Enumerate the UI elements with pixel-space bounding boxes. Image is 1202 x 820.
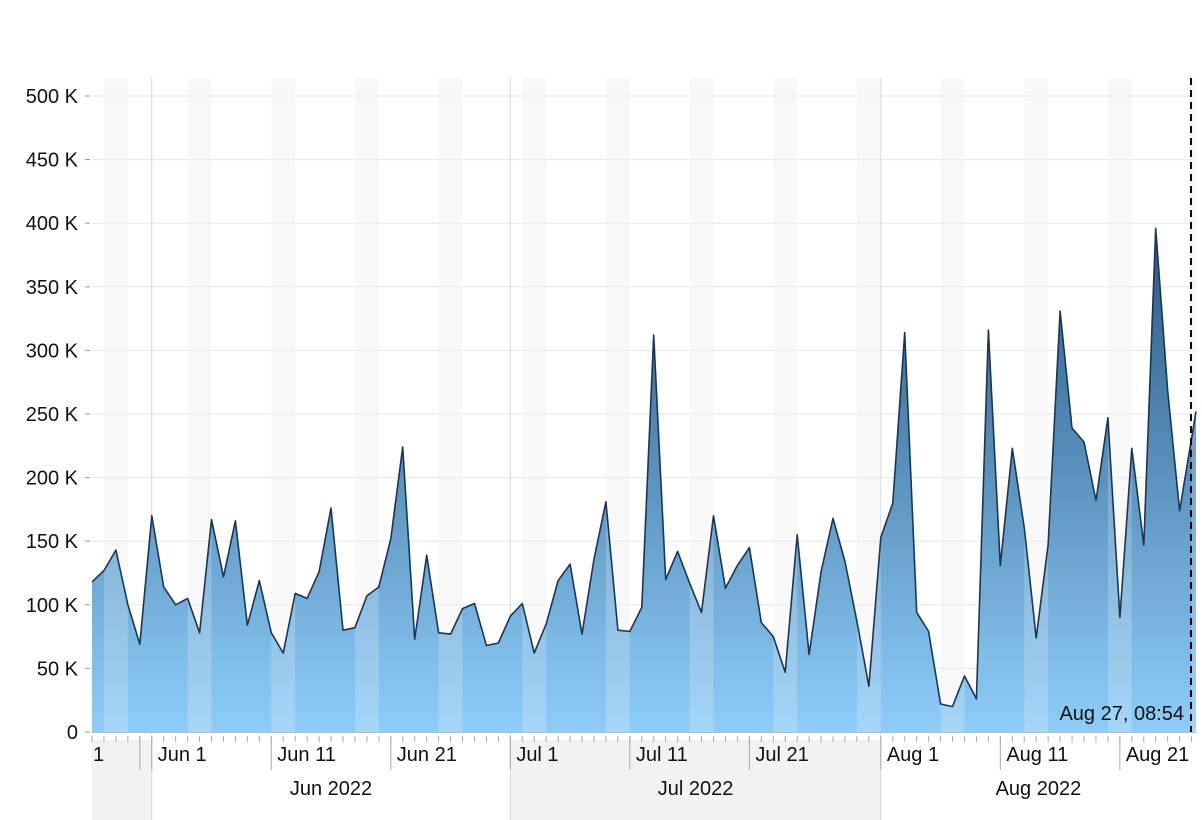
series-line	[91, 227, 1197, 708]
month-label: Jun 2022	[290, 778, 372, 800]
y-tick-label: 100 K	[26, 595, 79, 617]
weekend-veil	[271, 78, 296, 732]
y-tick-label: 250 K	[26, 404, 79, 426]
y-tick-label: 500 K	[26, 86, 79, 108]
x-tick-label: Jun 1	[158, 744, 207, 766]
weekend-veil	[856, 78, 881, 732]
weekend-veil	[1107, 78, 1132, 732]
weekend-band	[271, 78, 296, 732]
weekend-veil	[689, 78, 714, 732]
weekend-band	[856, 78, 881, 732]
y-tick-label: 350 K	[26, 277, 79, 299]
month-band	[92, 740, 152, 820]
weekend-band	[940, 78, 965, 732]
weekend-veil	[940, 78, 965, 732]
weekend-veil	[187, 78, 212, 732]
weekend-band	[1191, 78, 1196, 732]
weekend-veil	[354, 78, 379, 732]
weekend-band	[1024, 78, 1049, 732]
month-label: Jul 2022	[658, 778, 734, 800]
month-label: Aug 2022	[996, 778, 1082, 800]
weekend-veil	[522, 78, 547, 732]
x-tick-label: Jun 21	[397, 744, 457, 766]
x-tick-label: Jul 1	[516, 744, 558, 766]
x-tick-label: Jul 21	[755, 744, 808, 766]
weekend-veil	[773, 78, 798, 732]
weekend-veil	[103, 78, 128, 732]
x-tick-label: Jul 11	[636, 744, 688, 766]
y-tick-label: 50 K	[37, 658, 79, 680]
y-tick-label: 0	[67, 722, 78, 744]
weekend-band	[522, 78, 547, 732]
weekend-band	[354, 78, 379, 732]
x-tick-label: Jun 11	[277, 744, 336, 766]
x-tick-label: 1	[93, 744, 104, 766]
x-tick-label: Aug 1	[887, 744, 939, 766]
weekend-veil	[605, 78, 630, 732]
weekend-veil	[1024, 78, 1049, 732]
month-band	[510, 740, 881, 820]
weekend-band	[773, 78, 798, 732]
y-tick-label: 200 K	[26, 468, 79, 490]
area-fill	[92, 228, 1196, 733]
x-tick-label: Aug 21	[1126, 744, 1189, 766]
weekend-veil	[438, 78, 463, 732]
y-tick-label: 150 K	[26, 531, 79, 553]
x-tick-label: Aug 11	[1006, 744, 1068, 766]
weekend-band	[187, 78, 212, 732]
weekend-veil	[1191, 78, 1196, 732]
y-tick-label: 300 K	[26, 340, 79, 362]
y-tick-label: 400 K	[26, 213, 79, 235]
current-time-label: Aug 27, 08:54	[1059, 703, 1184, 725]
y-tick-label: 450 K	[26, 150, 79, 172]
weekend-band	[438, 78, 463, 732]
